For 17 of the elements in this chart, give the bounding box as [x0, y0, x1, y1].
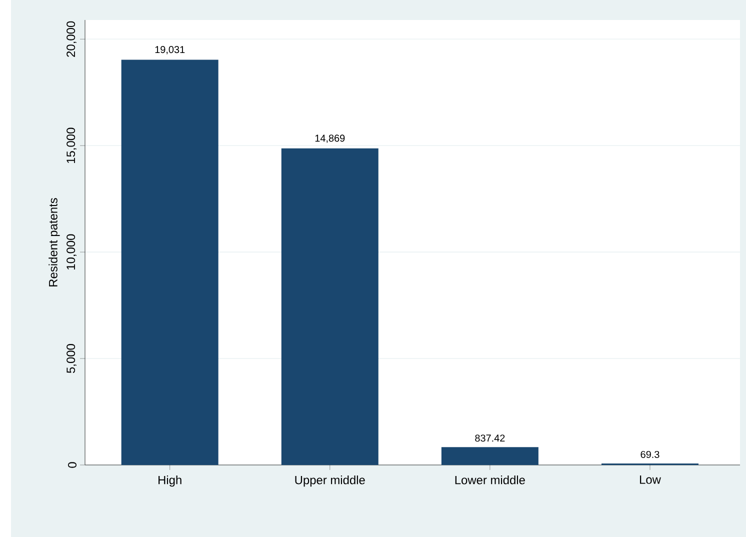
data-label: 69.3: [640, 450, 660, 458]
x-tick-label: Low: [640, 476, 661, 484]
data-label: 14,869: [315, 134, 345, 143]
y-tick-label: 10,000: [66, 234, 76, 270]
y-tick-label: 5,000: [66, 344, 76, 373]
bar: [281, 148, 378, 465]
data-label: 837.42: [475, 434, 505, 442]
x-tick-label: Upper middle: [295, 476, 365, 487]
y-tick-label: 20,000: [66, 21, 76, 57]
data-label: 19,031: [155, 46, 185, 54]
y-axis-title: Resident patents: [48, 198, 60, 286]
y-tick-label: 15,000: [66, 128, 76, 163]
bar: [121, 60, 218, 465]
y-tick-label: 0: [68, 462, 76, 468]
x-tick-label: High: [158, 476, 182, 487]
x-tick-label: Lower middle: [455, 476, 525, 484]
bar: [441, 447, 538, 465]
